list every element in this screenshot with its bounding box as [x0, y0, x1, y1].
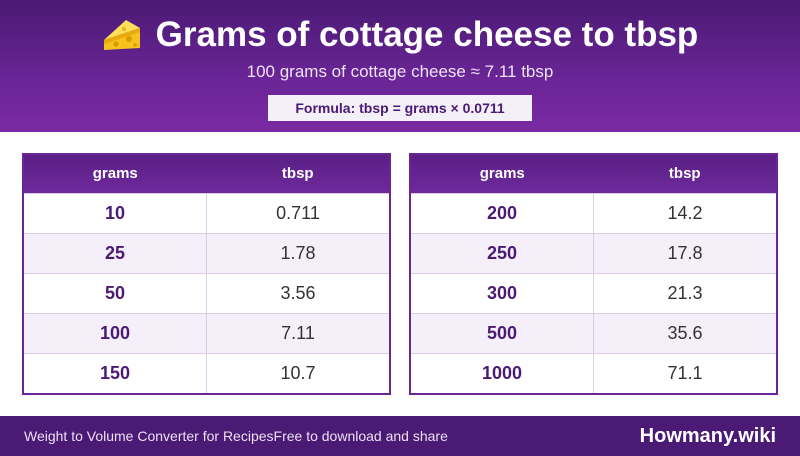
brand-logo-text: Howmany.wiki [639, 425, 776, 447]
grams-cell: 25 [24, 232, 207, 273]
table-row: 10 0.711 [24, 192, 389, 233]
footer-subtext: Free to download and share [273, 428, 448, 444]
cheese-icon [102, 18, 142, 52]
table-row: 500 35.6 [411, 312, 776, 353]
grams-cell: 300 [411, 272, 594, 313]
header-banner: Grams of cottage cheese to tbsp 100 gram… [0, 0, 800, 132]
page-title: Grams of cottage cheese to tbsp [155, 15, 699, 54]
table-row: 1000 71.1 [411, 352, 776, 393]
tbsp-cell: 7.11 [206, 312, 389, 353]
table-row: 150 10.7 [24, 352, 389, 393]
tbsp-cell: 14.2 [593, 192, 776, 233]
grams-cell: 100 [24, 312, 207, 353]
grams-cell: 200 [411, 192, 594, 233]
table-row: 250 17.8 [411, 232, 776, 273]
page-subtitle: 100 grams of cottage cheese ≈ 7.11 tbsp [246, 62, 554, 81]
table-row: 200 14.2 [411, 192, 776, 233]
conversion-table-left: grams tbsp 10 0.711 25 1.78 50 3.56 100 … [22, 153, 391, 395]
tbsp-cell: 10.7 [206, 352, 389, 393]
tbsp-cell: 35.6 [593, 312, 776, 353]
conversion-table-right: grams tbsp 200 14.2 250 17.8 300 21.3 50… [409, 153, 778, 395]
footer-text-group: Weight to Volume Converter for RecipesFr… [24, 416, 448, 456]
grams-cell: 250 [411, 232, 594, 273]
grams-cell: 10 [24, 192, 207, 233]
page-title-row: Grams of cottage cheese to tbsp [0, 14, 800, 56]
tbsp-cell: 17.8 [593, 232, 776, 273]
footer-text: Weight to Volume Converter for Recipes [24, 428, 274, 444]
column-header-tbsp: tbsp [593, 155, 776, 193]
grams-cell: 150 [24, 352, 207, 393]
table-row: 100 7.11 [24, 312, 389, 353]
column-header-tbsp: tbsp [206, 155, 389, 193]
table-row: 50 3.56 [24, 272, 389, 313]
tbsp-cell: 71.1 [593, 352, 776, 393]
tbsp-cell: 3.56 [206, 272, 389, 313]
grams-cell: 500 [411, 312, 594, 353]
column-header-grams: grams [24, 155, 207, 193]
tbsp-cell: 0.711 [206, 192, 389, 233]
tbsp-cell: 1.78 [206, 232, 389, 273]
grams-cell: 50 [24, 272, 207, 313]
table-row: 300 21.3 [411, 272, 776, 313]
table-row: 25 1.78 [24, 232, 389, 273]
grams-cell: 1000 [411, 352, 594, 393]
column-header-grams: grams [411, 155, 594, 193]
footer-bar: Weight to Volume Converter for RecipesFr… [0, 416, 800, 456]
formula-badge: Formula: tbsp = grams × 0.0711 [268, 95, 532, 121]
tbsp-cell: 21.3 [593, 272, 776, 313]
